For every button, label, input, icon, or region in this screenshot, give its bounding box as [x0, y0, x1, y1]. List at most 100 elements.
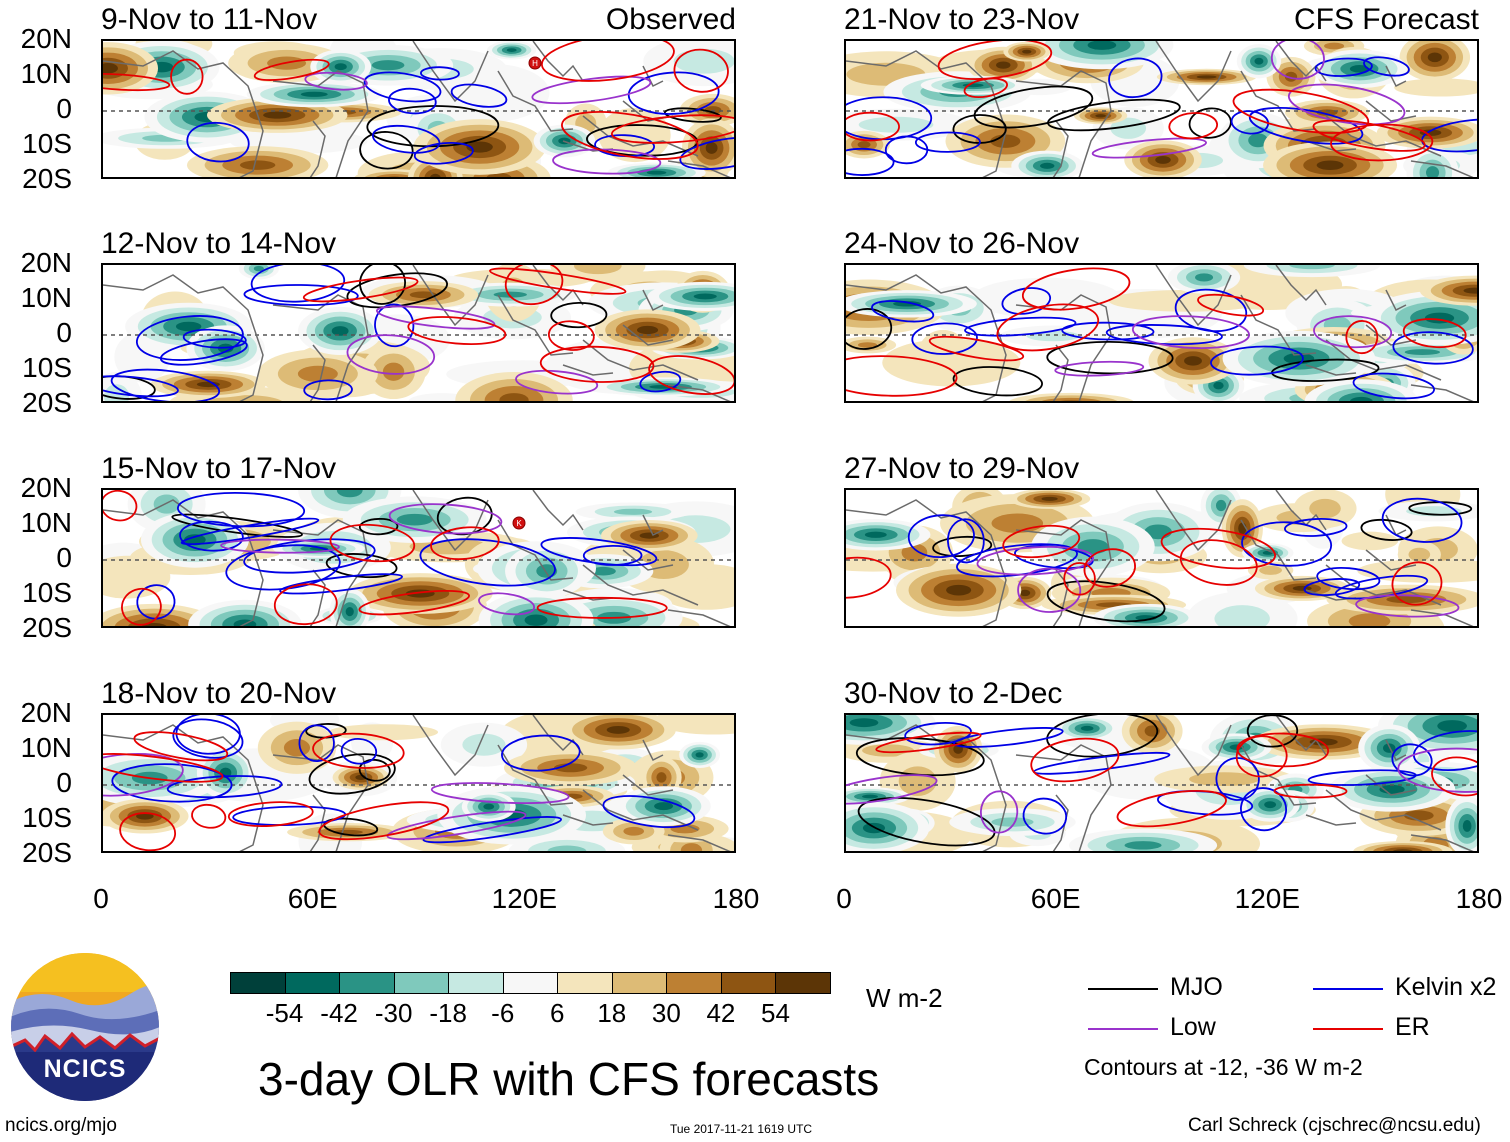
olr-blob: [1080, 725, 1094, 731]
olr-blob: [1184, 356, 1202, 366]
olr-blob: [613, 508, 653, 515]
olr-blob: [1040, 162, 1055, 169]
panel-source-label: CFS Forecast: [1293, 3, 1479, 36]
panel-title: 27-Nov to 29-Nov: [844, 452, 1080, 485]
olr-blob: [409, 291, 438, 299]
contour-er: [407, 316, 507, 346]
contour-low: [1313, 315, 1393, 349]
map-panel-1: [101, 263, 736, 403]
contour-er: [1160, 527, 1276, 570]
contour-er: [1021, 267, 1131, 311]
y-tick-label: 20N: [20, 472, 72, 503]
y-tick-label: 20S: [22, 612, 72, 643]
x-tick-label: 180: [712, 883, 760, 914]
coastline: [1385, 739, 1407, 762]
contour-er: [561, 111, 699, 160]
olr-blob: [1041, 397, 1101, 401]
olr-blob: [857, 342, 878, 348]
contour-er: [1116, 789, 1227, 828]
olr-blob: [1383, 743, 1396, 753]
olr-blob: [1462, 819, 1472, 832]
contour-er: [103, 73, 171, 92]
map-panel-6: [844, 488, 1479, 628]
contour-mjo: [171, 513, 303, 538]
coastline: [1305, 814, 1357, 826]
legend-label: Low: [1170, 1013, 1216, 1041]
contour-er: [191, 803, 227, 829]
coastline: [642, 514, 664, 537]
contour-er: [273, 583, 338, 626]
map-panel-3: [101, 713, 736, 853]
contour-kelvin-x2: [907, 514, 975, 559]
olr-blob: [1264, 801, 1277, 809]
chart-title: 3-day OLR with CFS forecasts: [258, 1053, 880, 1105]
contour-kelvin-x2: [103, 375, 179, 398]
contour-kelvin-x2: [159, 338, 248, 366]
colorbar-label: -18: [429, 998, 467, 1028]
coastline: [1275, 715, 1327, 756]
coastline: [412, 715, 489, 777]
colorbar-label: 30: [651, 998, 681, 1028]
contour-er: [1063, 562, 1096, 596]
olr-blob: [893, 301, 922, 307]
contour-low: [346, 334, 436, 375]
contour-mjo: [359, 131, 414, 170]
coastline: [1052, 569, 1069, 626]
contour-kelvin-x2: [1215, 757, 1260, 801]
contour-er: [489, 267, 627, 295]
contour-er: [253, 58, 330, 81]
olr-blob: [334, 63, 347, 71]
olr-blob: [345, 606, 354, 617]
olr-blob: [1248, 133, 1268, 148]
coastline: [103, 50, 264, 177]
olr-blob: [388, 176, 401, 177]
olr-blob: [409, 538, 489, 555]
map-panel-4: [844, 39, 1479, 179]
olr-blob: [901, 543, 928, 562]
olr-blob: [598, 107, 671, 163]
y-tick-label: 10N: [20, 282, 72, 313]
contour-er: [1273, 783, 1348, 799]
footer-site-link[interactable]: ncics.org/mjo: [5, 1115, 117, 1136]
contour-er: [358, 589, 470, 616]
contour-er: [119, 812, 177, 851]
contour-er: [329, 523, 416, 563]
contour-kelvin-x2: [1412, 730, 1477, 771]
contour-er: [227, 801, 314, 827]
coastline: [667, 160, 731, 177]
y-tick-label: 10S: [22, 352, 72, 383]
olr-blob: [424, 169, 447, 177]
contour-er: [536, 596, 668, 619]
contour-kelvin-x2: [1363, 56, 1410, 77]
legend-swatch: [1313, 988, 1383, 990]
contour-mjo: [1047, 98, 1181, 132]
olr-blob: [1087, 41, 1117, 50]
contour-kelvin-x2: [871, 300, 935, 323]
contour-kelvin-x2: [1381, 497, 1463, 543]
contour-kelvin-x2: [1284, 518, 1348, 537]
olr-field-1: [103, 265, 734, 401]
coastline: [582, 339, 699, 381]
olr-blob: [136, 812, 154, 820]
contour-kelvin-x2: [136, 584, 176, 620]
contour-kelvin-x2: [419, 538, 556, 587]
panel-source-label: Observed: [605, 3, 736, 36]
contour-low: [979, 790, 1019, 834]
olr-blob: [1309, 498, 1341, 519]
olr-blob: [705, 142, 718, 154]
contour-kelvin-x2: [413, 142, 474, 165]
map-panel-7: [844, 713, 1479, 853]
legend-swatch: [1313, 1028, 1383, 1030]
contour-mjo: [1046, 580, 1166, 623]
olr-blob: [1404, 349, 1441, 356]
coastline: [412, 490, 489, 552]
contour-low: [1397, 747, 1477, 793]
contour-kelvin-x2: [639, 370, 682, 393]
contour-kelvin-x2: [846, 147, 895, 176]
contour-er: [1235, 735, 1288, 778]
olr-blob: [693, 293, 717, 300]
ncics-logo[interactable]: NCICS: [10, 952, 160, 1102]
contour-note: Contours at -12, -36 W m-2: [1084, 1054, 1363, 1080]
olr-field-7: [846, 715, 1477, 851]
olr-blob: [499, 393, 529, 401]
